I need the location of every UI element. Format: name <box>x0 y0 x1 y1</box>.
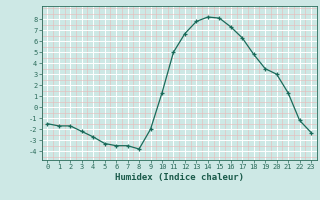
X-axis label: Humidex (Indice chaleur): Humidex (Indice chaleur) <box>115 173 244 182</box>
